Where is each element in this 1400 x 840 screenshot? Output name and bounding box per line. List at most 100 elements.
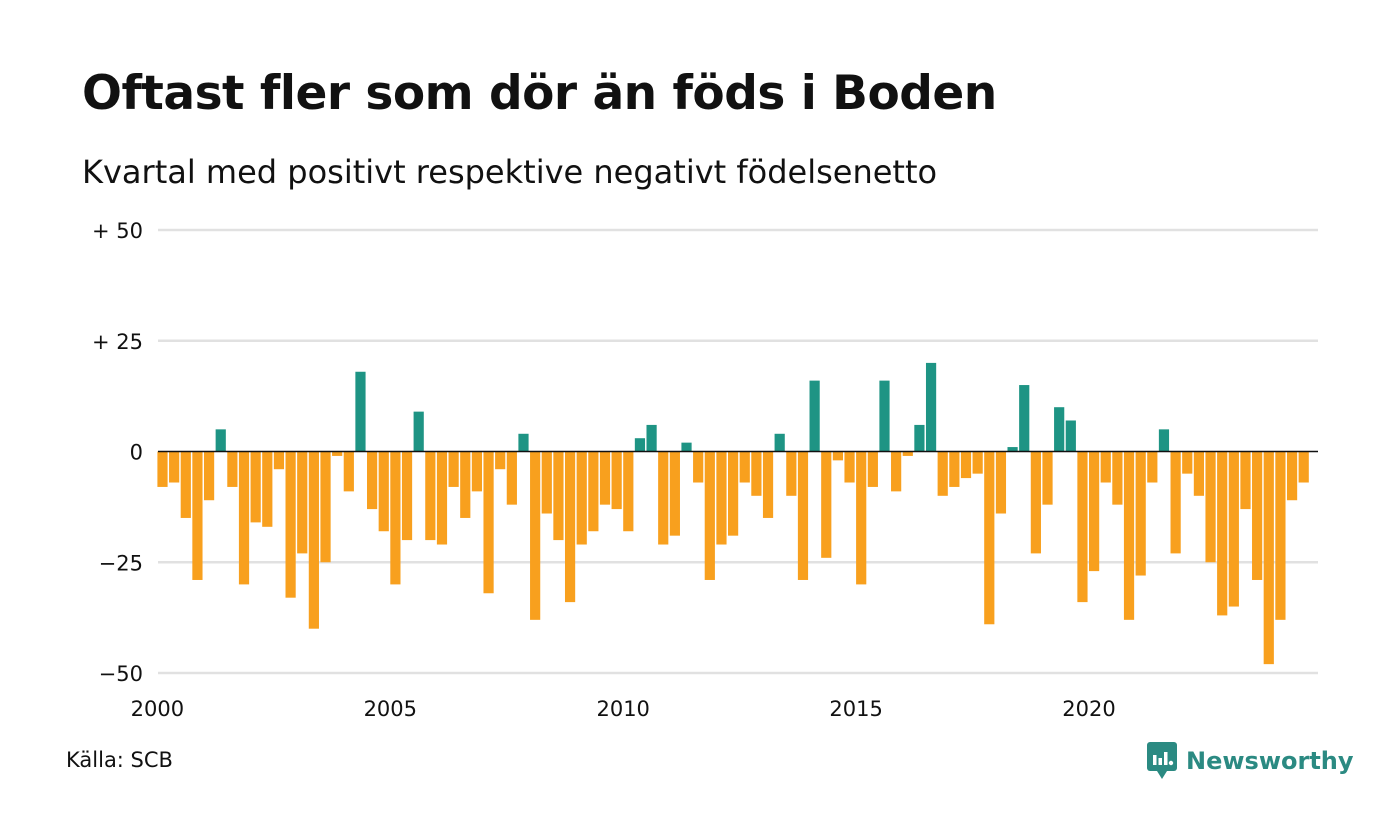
bar-positive — [1007, 447, 1018, 452]
bar-negative — [832, 451, 844, 461]
bar-negative — [285, 451, 296, 598]
bar-negative — [728, 451, 739, 536]
bar-negative — [436, 451, 448, 545]
y-tick-label: −50 — [99, 662, 143, 686]
bar-negative — [856, 451, 867, 585]
bar-negative — [471, 451, 483, 492]
bar-positive — [914, 424, 925, 452]
bar-negative — [611, 451, 622, 510]
y-tick-label: −25 — [99, 551, 143, 575]
bar-negative — [576, 451, 587, 545]
bar-positive — [634, 438, 646, 452]
bar-negative — [984, 451, 995, 625]
bar-positive — [413, 411, 424, 452]
bar-positive — [774, 433, 785, 452]
source-note: Källa: SCB — [66, 748, 173, 772]
bar-negative — [1240, 451, 1251, 510]
bar-positive — [215, 429, 226, 452]
bar-positive — [1054, 407, 1065, 452]
bar-negative — [716, 451, 727, 545]
bar-negative — [227, 451, 238, 487]
bar-negative — [751, 451, 762, 496]
bar-negative — [530, 451, 541, 620]
bar-negative — [658, 451, 669, 545]
bar-negative — [623, 451, 634, 532]
bar-negative — [1077, 451, 1088, 603]
bar-positive — [809, 380, 820, 452]
bar-negative — [599, 451, 611, 505]
bar-negative — [1275, 451, 1286, 620]
bar-negative — [1205, 451, 1216, 563]
bar-negative — [506, 451, 517, 505]
bar-negative — [273, 451, 285, 470]
bar-negative — [1252, 451, 1263, 580]
bar-negative — [972, 451, 983, 474]
bar-positive — [1158, 429, 1170, 452]
bar-negative — [891, 451, 902, 492]
bar-negative — [564, 451, 576, 603]
bar-negative — [1217, 451, 1228, 616]
y-tick-label: + 50 — [92, 219, 143, 243]
x-tick-label: 2010 — [596, 697, 649, 721]
bar-negative — [1193, 451, 1205, 496]
bar-negative — [693, 451, 704, 483]
bar-negative — [1170, 451, 1181, 554]
bar-negative — [1089, 451, 1100, 572]
bar-positive — [646, 424, 657, 452]
bar-negative — [1286, 451, 1298, 501]
bar-negative — [588, 451, 599, 532]
bar-positive — [355, 371, 366, 452]
bar-positive — [681, 442, 692, 452]
bar-positive — [1019, 385, 1030, 452]
bar-negative — [483, 451, 494, 594]
x-tick-label: 2015 — [829, 697, 882, 721]
bar-negative — [378, 451, 389, 532]
bar-negative — [786, 451, 797, 496]
bar-negative — [995, 451, 1007, 514]
bar-negative — [867, 451, 878, 487]
bar-negative — [332, 451, 343, 456]
bar-negative — [238, 451, 250, 585]
bar-positive — [1065, 420, 1076, 452]
bar-negative — [297, 451, 308, 554]
bar-negative — [949, 451, 960, 487]
bar-negative — [203, 451, 215, 501]
bar-negative — [669, 451, 680, 536]
bar-positive — [879, 380, 890, 452]
bar-negative — [343, 451, 354, 492]
bar-negative — [821, 451, 832, 558]
bars — [157, 362, 1309, 665]
bar-negative — [1147, 451, 1158, 483]
bar-negative — [460, 451, 471, 518]
y-axis-ticks: + 50 + 25 0 −25 −50 — [92, 219, 143, 686]
bar-negative — [762, 451, 774, 518]
bar-negative — [1182, 451, 1193, 474]
bar-negative — [937, 451, 948, 496]
bar-negative — [1030, 451, 1041, 554]
bar-negative — [1123, 451, 1135, 620]
bar-negative — [1100, 451, 1111, 483]
x-tick-label: 2005 — [364, 697, 417, 721]
bar-negative — [250, 451, 261, 523]
bar-negative — [169, 451, 180, 483]
bar-positive — [925, 362, 937, 452]
x-axis-ticks: 2000 2005 2010 2015 2020 — [131, 697, 1116, 721]
bar-negative — [157, 451, 168, 487]
bar-negative — [704, 451, 715, 580]
x-tick-label: 2000 — [131, 697, 184, 721]
bar-negative — [401, 451, 413, 541]
bar-negative — [1228, 451, 1239, 607]
bar-negative — [844, 451, 855, 483]
bar-negative — [308, 451, 319, 629]
bar-negative — [902, 451, 913, 456]
bar-negative — [192, 451, 203, 580]
brand-name: Newsworthy — [1186, 747, 1354, 775]
bar-negative — [1042, 451, 1053, 505]
bar-negative — [495, 451, 506, 470]
bar-negative — [448, 451, 459, 487]
x-tick-label: 2020 — [1062, 697, 1115, 721]
bar-negative — [553, 451, 564, 541]
bar-negative — [739, 451, 750, 483]
y-tick-label: + 25 — [92, 330, 143, 354]
